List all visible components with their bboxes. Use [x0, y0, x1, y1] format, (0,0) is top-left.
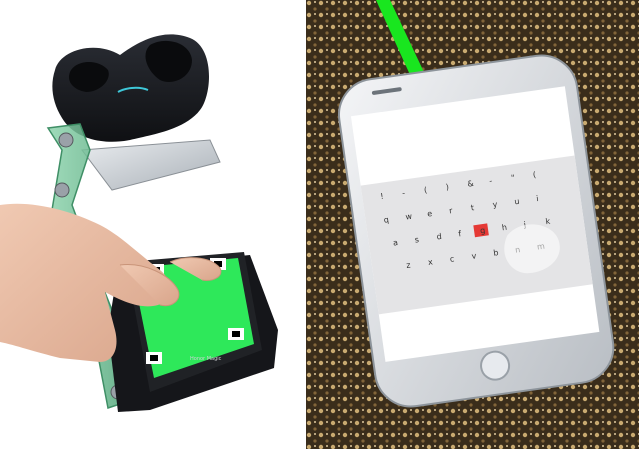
keyboard-key[interactable]: z	[406, 261, 411, 270]
phone-rig-illustration: Honor Magic	[0, 34, 278, 412]
photo-phone-rig: Honor Magic	[0, 0, 306, 449]
keyboard-key[interactable]: (	[423, 185, 427, 194]
tracker-led	[117, 86, 149, 93]
keyboard-key[interactable]: y	[492, 200, 498, 210]
keyboard-key[interactable]: f	[458, 229, 462, 238]
virtual-keyboard: !-()&-"(qwertyuiasdfghjkzxcvbnm	[360, 155, 593, 315]
keyboard-key[interactable]: h	[501, 223, 507, 233]
speaker-grille	[371, 87, 402, 95]
keyboard-key[interactable]: r	[448, 206, 453, 215]
phone-brand-text: Honor Magic	[190, 356, 222, 362]
keyboard-key[interactable]: d	[436, 232, 442, 242]
tracker-prong-left	[68, 61, 109, 92]
virtual-phone: !-()&-"(qwertyuiasdfghjkzxcvbnm	[338, 54, 615, 408]
vive-tracker	[52, 34, 221, 191]
keyboard-key[interactable]: (	[532, 170, 536, 179]
home-button	[480, 350, 511, 381]
vr-scene: !-()&-"(qwertyuiasdfghjkzxcvbnm	[306, 0, 639, 449]
keyboard-key[interactable]: -	[489, 176, 493, 185]
keyboard-key[interactable]: a	[392, 238, 398, 248]
laser-pointer-ray	[376, 0, 430, 88]
keyboard-key[interactable]: u	[514, 197, 520, 207]
keyboard-key[interactable]: !	[380, 192, 384, 201]
highlighted-key-marker	[473, 223, 489, 238]
screw	[54, 182, 70, 198]
keyboard-key[interactable]: k	[545, 217, 551, 227]
keyboard-keys: !-()&-"(qwertyuiasdfghjkzxcvbnm	[380, 170, 551, 270]
screw	[58, 132, 74, 148]
keyboard-key[interactable]: -	[402, 189, 406, 198]
keyboard-key[interactable]: g	[480, 226, 486, 236]
keyboard-key[interactable]: "	[510, 173, 515, 182]
touch-blob	[504, 224, 560, 274]
keyboard-key[interactable]: i	[536, 194, 539, 203]
keyboard-key[interactable]: v	[471, 251, 477, 261]
keyboard-key[interactable]: e	[427, 209, 433, 219]
keyboard-key[interactable]: j	[522, 220, 526, 229]
keyboard-key[interactable]: &	[467, 179, 474, 189]
keyboard-key[interactable]: x	[427, 257, 433, 267]
tracker-prong-right	[145, 40, 192, 82]
hand	[0, 203, 222, 362]
keyboard-key[interactable]: w	[405, 212, 413, 222]
keyboard-key[interactable]: s	[414, 235, 419, 244]
panel-divider	[304, 0, 306, 449]
keyboard-key[interactable]: t	[470, 203, 474, 212]
mount-plate	[81, 139, 221, 191]
keyboard-key[interactable]: c	[449, 254, 455, 264]
keyboard-key[interactable]: b	[493, 248, 499, 258]
keyboard-key[interactable]: q	[383, 215, 389, 225]
vr-view: !-()&-"(qwertyuiasdfghjkzxcvbnm	[306, 0, 639, 449]
keyboard-key[interactable]: )	[445, 182, 449, 191]
